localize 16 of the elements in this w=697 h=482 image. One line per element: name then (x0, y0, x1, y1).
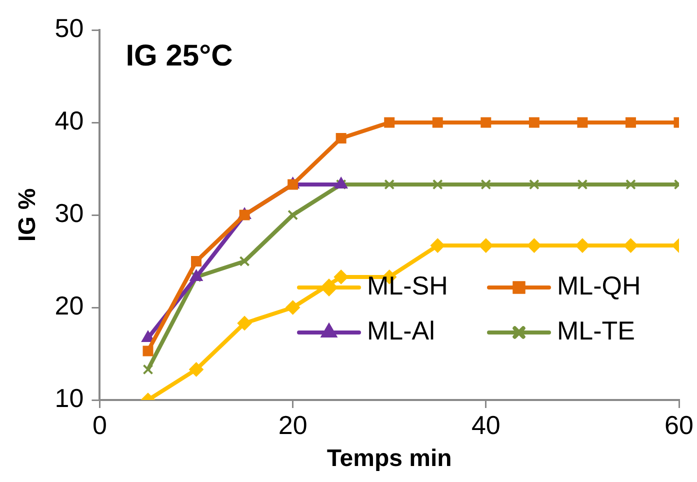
y-tick-label: 20 (54, 290, 84, 321)
y-tick-label: 50 (54, 13, 84, 44)
legend-label: ML-Al (367, 316, 435, 346)
legend-label: ML-SH (367, 270, 448, 301)
x-tick-label: 60 (664, 410, 694, 440)
chart-title: IG 25°C (126, 39, 233, 72)
y-axis-title: IG % (14, 188, 42, 242)
legend-label: ML-TE (557, 316, 635, 346)
legend-label: ML-QH (557, 270, 641, 301)
x-tick-label: 20 (278, 410, 308, 440)
y-tick-label: 30 (54, 198, 84, 228)
y-tick-label: 40 (54, 106, 84, 136)
x-axis-title: Temps min (326, 445, 452, 472)
y-tick-label: 10 (54, 383, 84, 414)
x-tick-label: 40 (471, 410, 500, 440)
x-tick-label: 0 (92, 410, 107, 440)
